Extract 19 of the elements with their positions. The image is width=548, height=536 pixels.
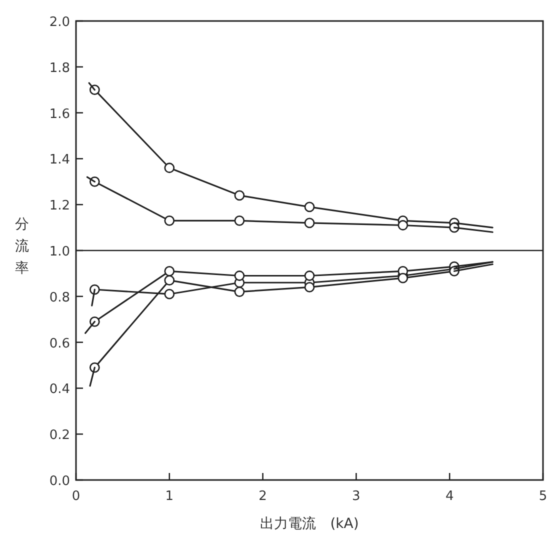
y-axis-title: 分流率	[15, 216, 29, 276]
y-tick-label: 0.8	[49, 290, 70, 306]
y-tick-label: 0.6	[49, 336, 70, 352]
x-tick-label: 5	[538, 489, 548, 504]
y-tick-label: 0.4	[49, 382, 70, 398]
x-tick-label: 2	[258, 489, 267, 504]
y-tick-label: 1.6	[49, 106, 70, 122]
y-tick-label: 1.0	[49, 244, 70, 260]
y-tick-label: 1.8	[49, 60, 70, 76]
x-axis-title: 出力電流 (kA)	[260, 516, 359, 532]
x-tick-label: 1	[165, 489, 174, 504]
x-tick-label: 3	[352, 489, 360, 504]
y-tick-label: 0.2	[49, 428, 70, 444]
y-tick-label: 1.4	[49, 152, 70, 168]
y-tick-label: 1.2	[49, 198, 70, 214]
x-tick-label: 0	[72, 489, 80, 504]
x-tick-label: 4	[445, 489, 454, 504]
y-tick-label: 0.0	[49, 474, 70, 489]
y-tick-label: 2.0	[49, 15, 70, 30]
